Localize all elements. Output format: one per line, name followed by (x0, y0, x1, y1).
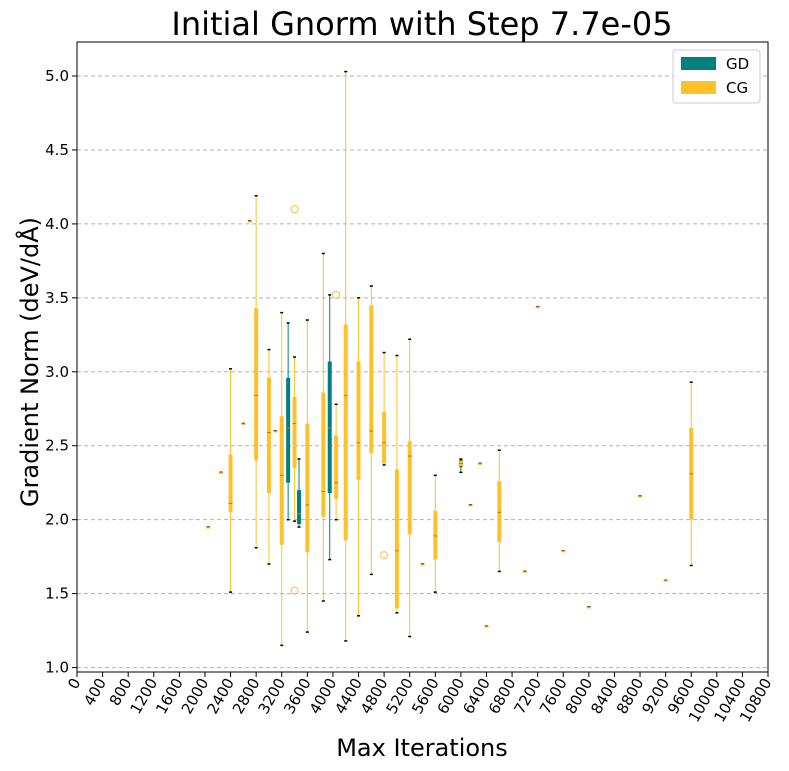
cg-box (561, 550, 566, 553)
x-tick-label: 0 (64, 675, 84, 692)
y-tick-label: 1.5 (45, 585, 69, 603)
cg-box (343, 324, 348, 541)
y-tick-label: 2.0 (45, 511, 69, 529)
y-tick-label: 1.0 (45, 659, 69, 677)
cg-box (321, 392, 326, 517)
box-plot-marks (206, 70, 694, 647)
y-tick-label: 5.0 (45, 67, 69, 85)
cg-box (206, 527, 211, 529)
cg-outlier (290, 205, 299, 214)
gd-box (327, 361, 332, 494)
cg-outlier (290, 586, 299, 595)
y-tick-label: 3.5 (45, 289, 69, 307)
cg-box (663, 580, 668, 582)
y-tick-label: 4.5 (45, 141, 69, 159)
cg-box (497, 481, 502, 542)
x-tick-label: 400 (80, 675, 110, 709)
cg-box (241, 423, 246, 426)
y-tick-label: 3.0 (45, 363, 69, 381)
cg-box (273, 430, 278, 433)
legend: GD CG (672, 49, 761, 104)
y-tick-label: 2.5 (45, 437, 69, 455)
legend-label-gd: GD (726, 55, 749, 73)
gd-box (286, 377, 291, 483)
cg-outlier (380, 551, 389, 560)
cg-box (433, 510, 438, 560)
chart-title: Initial Gnorm with Step 7.7e-05 (171, 5, 672, 43)
plot-frame (76, 41, 769, 673)
cg-outlier (332, 290, 341, 299)
cg-box (468, 504, 473, 507)
cg-box (535, 306, 540, 309)
cg-box (247, 220, 252, 223)
cg-box (369, 305, 374, 454)
cg-box (266, 377, 271, 494)
cg-box (356, 361, 361, 480)
cg-box (638, 496, 643, 498)
x-axis-ticks: 0400800120016002000240028003200360040004… (64, 672, 775, 725)
y-axis-ticks: 1.0 1.5 2.0 2.5 3.0 3.5 4.0 4.5 5.0 (45, 67, 77, 677)
cg-box (305, 423, 310, 553)
x-axis-label: Max Iterations (336, 734, 508, 762)
cg-box (420, 564, 425, 566)
cg-box (334, 435, 339, 499)
cg-box (478, 463, 483, 465)
legend-swatch-gd (681, 57, 716, 70)
legend-label-cg: CG (726, 79, 748, 97)
cg-box (382, 411, 387, 464)
cg-box (394, 469, 399, 609)
cg-box (484, 626, 489, 628)
gd-box (297, 490, 302, 525)
y-tick-label: 4.0 (45, 215, 69, 233)
cg-box (279, 416, 284, 545)
cg-box (522, 571, 527, 573)
legend-swatch-cg (681, 81, 716, 94)
y-axis-label: Gradient Norm (deV/dÅ) (15, 217, 44, 507)
cg-box (292, 396, 297, 468)
cg-box (254, 308, 259, 461)
cg-box (407, 441, 412, 535)
cg-box (218, 472, 223, 474)
grid-lines (77, 75, 768, 669)
cg-box (586, 606, 591, 609)
cg-box (228, 454, 233, 513)
